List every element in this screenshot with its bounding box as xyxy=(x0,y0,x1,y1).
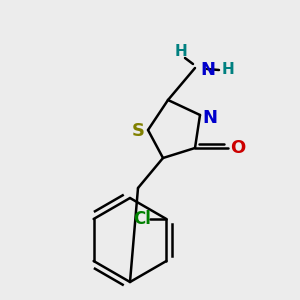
Text: S: S xyxy=(131,122,145,140)
Text: N: N xyxy=(200,61,215,79)
Text: Cl: Cl xyxy=(134,210,151,228)
Text: H: H xyxy=(175,44,188,59)
Text: O: O xyxy=(230,139,246,157)
Text: N: N xyxy=(202,109,217,127)
Text: H: H xyxy=(222,62,234,77)
